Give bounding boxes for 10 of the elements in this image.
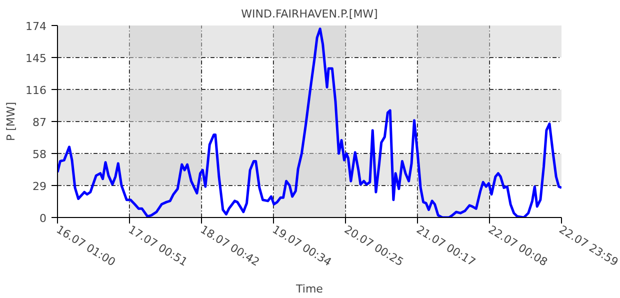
y-tick-label: 0 — [40, 212, 46, 225]
x-axis-title: Time — [295, 282, 324, 296]
y-tick-label: 58 — [32, 148, 47, 161]
y-tick-label: 145 — [26, 52, 47, 65]
y-tick-label: 116 — [26, 84, 47, 97]
y-axis-title: P [MW] — [4, 102, 18, 142]
y-tick-label: 87 — [32, 116, 47, 129]
chart-title: WIND.FAIRHAVEN.P.[MW] — [241, 8, 378, 20]
y-tick-label: 29 — [32, 180, 47, 193]
y-tick-label: 174 — [26, 20, 47, 33]
